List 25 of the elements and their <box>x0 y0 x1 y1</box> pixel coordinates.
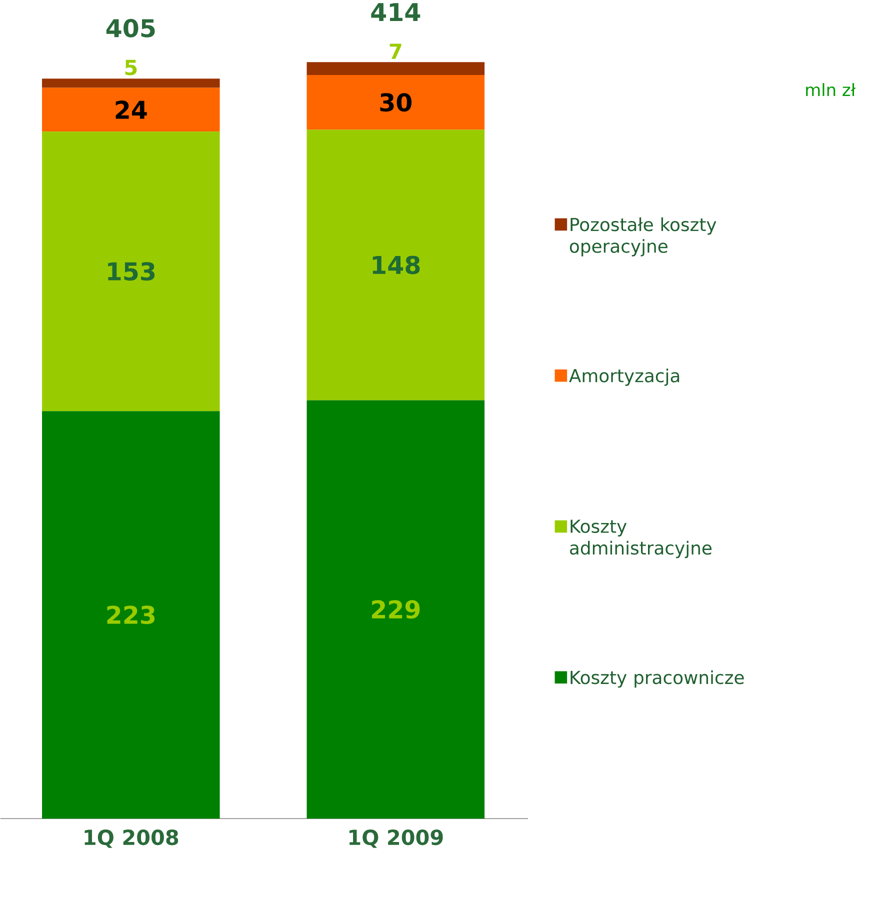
bar <box>306 74 484 130</box>
bar <box>42 88 220 132</box>
x-tick-label: 1Q 2008 <box>84 830 178 848</box>
x-tick-label: 1Q 2009 <box>349 830 443 848</box>
text: mln zł <box>806 83 856 96</box>
total-label: 414 <box>371 3 420 21</box>
bar <box>306 400 484 819</box>
data-label: 229 <box>372 600 420 619</box>
bar <box>306 130 484 400</box>
data-label: 7 <box>390 44 402 59</box>
legend-label: Pozostałe koszty operacyjne <box>570 217 716 256</box>
bar <box>42 132 220 412</box>
legend-label: Koszty pracownicze <box>570 670 744 688</box>
data-label: 30 <box>380 93 412 112</box>
data-label: 24 <box>116 100 147 119</box>
data-label: 223 <box>107 606 154 624</box>
data-label: 148 <box>372 256 420 274</box>
legend-label: Koszty administracyjne <box>570 520 712 558</box>
total-label: 405 <box>106 18 155 38</box>
data-label: 5 <box>125 60 137 76</box>
legend-label: Amortyzacja <box>568 368 679 386</box>
bar <box>42 78 220 88</box>
bar <box>42 411 220 819</box>
bar <box>306 62 484 75</box>
data-label: 153 <box>108 262 154 281</box>
